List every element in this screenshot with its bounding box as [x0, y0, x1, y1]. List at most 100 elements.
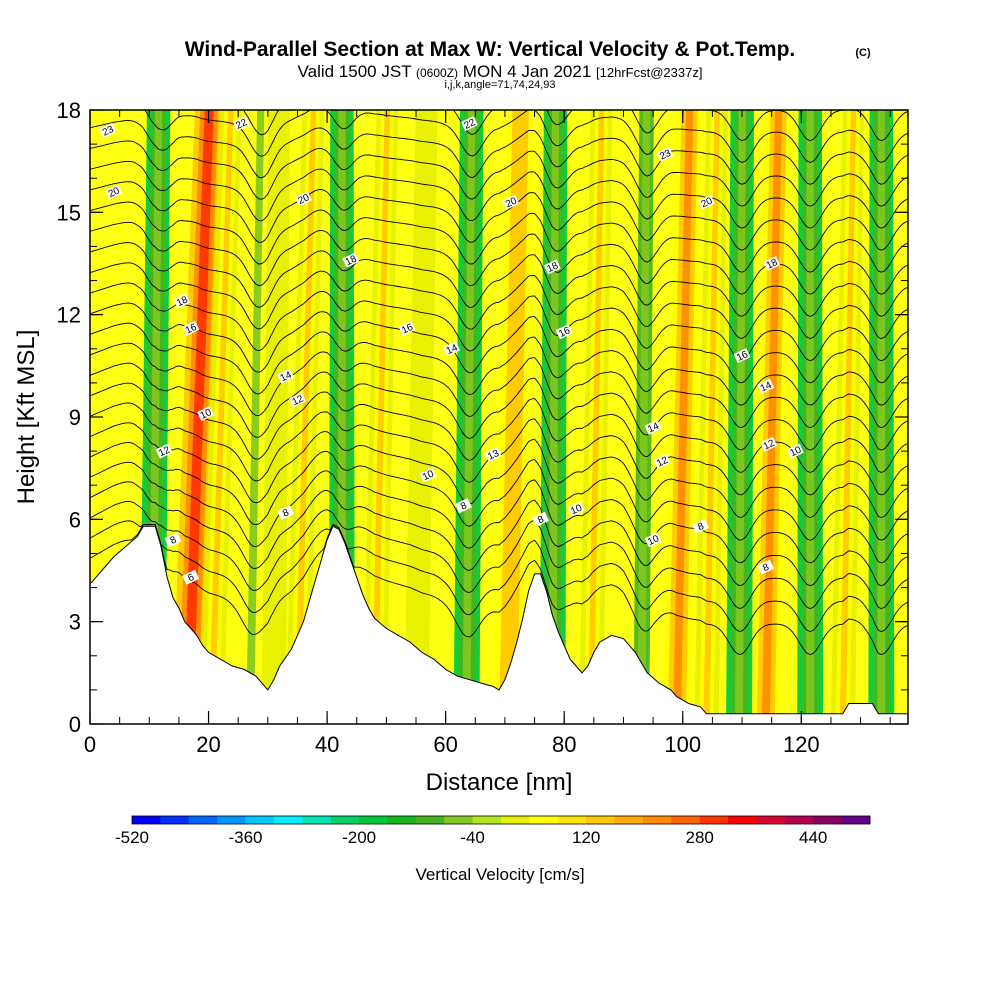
isentrope-line [90, 322, 908, 406]
isentrope-line [144, 110, 908, 163]
colorbar-swatch [415, 816, 445, 824]
x-tick-label: 60 [433, 732, 457, 757]
isentrope-line [90, 140, 908, 207]
contour-label-text: 16 [557, 325, 572, 340]
contour-label-bg [733, 348, 751, 364]
velocity-band [633, 110, 654, 724]
contour-label-text: 14 [279, 369, 294, 384]
colorbar-swatch [841, 816, 871, 824]
contour-label-bg [232, 116, 250, 132]
contour-label-bg [342, 252, 360, 268]
contour-label-bg [786, 443, 804, 459]
colorbar-swatch [245, 816, 275, 824]
velocity-band [726, 110, 754, 724]
velocity-band-layer [404, 110, 438, 724]
chart-title: Wind-Parallel Section at Max W: Vertical… [185, 38, 796, 61]
x-tick-label: 20 [196, 732, 220, 757]
contour-label: 10 [786, 443, 804, 459]
colorbar-swatch [586, 816, 615, 824]
isentrope-line [90, 160, 908, 229]
colorbar-swatch [671, 816, 701, 824]
isentrope-line [90, 242, 908, 317]
contour-label-bg [277, 505, 295, 520]
valid-time: Valid 1500 JST [298, 62, 412, 81]
contour-label-text: 20 [504, 195, 519, 210]
contour-label: 6 [182, 569, 200, 585]
contour-label: 10 [644, 532, 662, 548]
isentrope-line [90, 442, 908, 541]
contour-label-bg [182, 569, 200, 585]
velocity-band [694, 110, 728, 724]
velocity-band-layer [462, 110, 476, 724]
colorbar-swatch [472, 816, 502, 824]
contour-label: 16 [733, 348, 751, 364]
grid-indices: i,j,k,angle=71,74,24,93 [444, 79, 555, 91]
isentrope-line [90, 520, 908, 632]
x-tick-label: 100 [664, 732, 701, 757]
isentrope-line [90, 362, 908, 451]
colorbar-swatch [330, 816, 360, 824]
contour-label-text: 13 [486, 448, 501, 463]
contour-label-bg [173, 293, 191, 309]
contour-label-bg [164, 532, 182, 548]
contour-label-bg [757, 559, 775, 575]
contour-label-text: 8 [696, 521, 706, 534]
colorbar-tick-label: -360 [228, 828, 262, 847]
velocity-band-layer [877, 110, 886, 724]
contour-label: 20 [698, 194, 715, 210]
contour-label: 16 [555, 324, 573, 340]
contour-label-text: 8 [761, 562, 771, 575]
x-tick-label: 80 [552, 732, 576, 757]
contour-labels: 23 20 22 20 18 18 16 16 14 12 10 12 8 6 8 22 20 18 14 16 13 1… [99, 116, 804, 585]
contour-label-text: 10 [199, 407, 214, 422]
velocity-band [199, 110, 242, 724]
velocity-band [171, 110, 224, 724]
contour-label-text: 18 [545, 260, 560, 275]
contour-label-bg [757, 378, 775, 394]
contour-label-text: 22 [234, 117, 249, 132]
contour-label: 23 [656, 146, 674, 163]
y-tick-label: 12 [57, 303, 81, 328]
contour-label: 16 [398, 320, 416, 337]
contour-label-text: 18 [175, 294, 190, 309]
contour-label-text: 8 [536, 514, 546, 527]
contour-label-bg [484, 447, 502, 462]
isentrope-line [90, 181, 908, 251]
contour-label-text: 8 [459, 500, 469, 513]
contour-label: 8 [277, 505, 295, 520]
contour-label-bg [443, 341, 461, 357]
contour-label-text: 12 [157, 444, 172, 459]
colorbar-title: Vertical Velocity [cm/s] [415, 865, 584, 884]
contour-label: 14 [443, 341, 461, 357]
colorbar: -520 -360 -200 -40 120 280 440 [115, 815, 871, 847]
contour-label-text: 8 [281, 507, 291, 520]
colorbar-tick-label: -40 [460, 828, 485, 847]
colorbar-swatch [557, 816, 587, 824]
colorbar-tick-label: -520 [115, 828, 149, 847]
velocity-band-layer [182, 110, 214, 724]
contour-label: 22 [460, 116, 478, 132]
contour-label: 12 [653, 453, 671, 470]
contour-label-text: 6 [186, 572, 196, 585]
x-tick-label: 0 [84, 732, 96, 757]
colorbar-swatch [217, 816, 246, 824]
contour-label-bg [532, 511, 549, 527]
y-tick-label: 15 [57, 200, 81, 225]
contour-label-bg [698, 194, 715, 210]
chart-title-copyright: (C) [855, 47, 871, 59]
isentrope-line [90, 120, 908, 185]
contour-label-bg [502, 194, 520, 210]
velocity-band-layer [208, 110, 234, 724]
contour-label-text: 10 [421, 468, 436, 483]
colorbar-swatch [501, 816, 530, 824]
contour-label-bg [567, 501, 585, 517]
colorbar-swatch [756, 816, 786, 824]
x-axis-title: Distance [nm] [426, 769, 573, 796]
contour-label-text: 20 [107, 185, 122, 200]
potential-temperature-contours [90, 110, 908, 655]
contour-label-text: 23 [101, 124, 116, 139]
contour-label-text: 18 [765, 257, 780, 272]
contour-label: 8 [692, 518, 709, 534]
y-tick-label: 0 [69, 712, 81, 737]
terrain [90, 525, 908, 724]
